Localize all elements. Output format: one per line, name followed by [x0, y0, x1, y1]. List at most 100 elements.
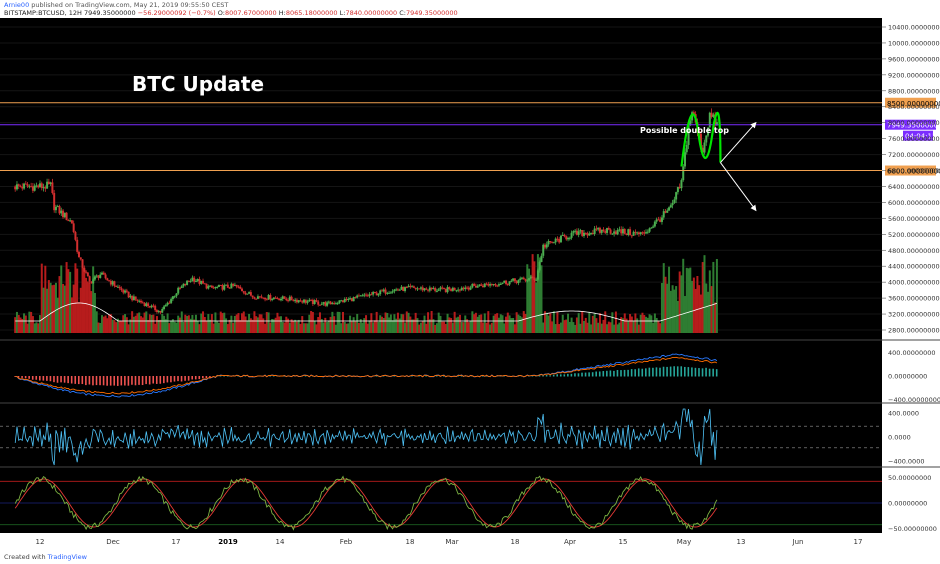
volume-bar — [297, 319, 300, 333]
price-tick-label: 10000.00000000 — [888, 39, 940, 47]
volume-bar — [419, 322, 422, 333]
macd-histogram-bar — [687, 367, 690, 377]
volume-bar — [687, 268, 690, 333]
volume-bar — [200, 313, 203, 333]
price-tick-label: 4800.00000000 — [888, 247, 940, 255]
candle-body — [26, 184, 29, 187]
volume-bar — [292, 320, 295, 333]
candle-body — [264, 297, 267, 300]
candle-body — [503, 280, 506, 283]
price-chart[interactable]: 8500.00000000 6800.00000000 7949.35000000 0… — [0, 18, 940, 550]
candle-body — [248, 292, 251, 294]
published-text: published on TradingView.com, May 21, 20… — [31, 1, 229, 9]
candle-body — [24, 183, 27, 185]
volume-bar — [643, 315, 646, 333]
volume-bar — [581, 311, 584, 333]
volume-bar — [533, 261, 536, 333]
candle-body — [253, 297, 256, 299]
volume-bar — [62, 283, 65, 333]
candle-body — [200, 280, 203, 284]
volume-bar — [623, 313, 626, 333]
volume-bar — [701, 262, 704, 333]
volume-bar — [411, 319, 414, 333]
volume-bar — [141, 317, 144, 333]
macd-histogram-bar — [99, 376, 101, 386]
tradingview-logo[interactable]: TradingView — [47, 553, 87, 561]
macd-histogram-bar — [531, 375, 534, 377]
volume-bar — [214, 312, 217, 333]
macd-histogram-bar — [124, 376, 126, 386]
volume-bar — [671, 285, 674, 333]
macd-histogram-bar — [152, 376, 155, 384]
volume-bar — [154, 323, 157, 333]
candle-body — [81, 259, 84, 268]
volume-bar — [242, 311, 245, 333]
volume-bar — [492, 315, 495, 333]
candle-body — [104, 274, 107, 279]
volume-bar — [15, 311, 18, 333]
candle-body — [655, 219, 658, 222]
candle-body — [349, 298, 352, 300]
candle-body — [478, 284, 481, 287]
candle-body — [63, 212, 66, 218]
candle-body — [439, 287, 442, 290]
volume-bar — [44, 265, 47, 333]
volume-bar — [453, 311, 456, 333]
volume-bar — [262, 318, 265, 333]
level-label-box — [885, 119, 936, 130]
volume-bar — [621, 318, 624, 333]
candle-body — [434, 288, 437, 291]
volume-bar — [386, 313, 389, 333]
candle-body — [329, 301, 332, 305]
price-tick-label: 8000.00000000 — [888, 119, 940, 127]
candle-body — [361, 295, 364, 297]
candle-body — [366, 295, 369, 297]
macd-histogram-bar — [116, 376, 119, 386]
macd-histogram-bar — [49, 376, 52, 382]
price-tick-label: 2800.00000000 — [888, 327, 940, 335]
candle-body — [455, 290, 458, 292]
volume-bar — [255, 316, 258, 333]
candle-body — [47, 181, 50, 184]
candle-body — [407, 285, 410, 288]
candle-body — [515, 281, 518, 284]
volume-bar — [249, 318, 252, 333]
candle-body — [519, 278, 522, 281]
price-tick-label: 9200.00000000 — [888, 71, 940, 79]
author-link[interactable]: Arnie00 — [4, 1, 30, 9]
candle-body — [630, 235, 633, 237]
close-value: 7949.35000000 — [405, 9, 458, 17]
candle-body — [212, 287, 215, 289]
candle-body — [699, 133, 702, 148]
candle-body — [494, 284, 497, 286]
volume-bar — [528, 268, 531, 333]
volume-bar — [54, 282, 57, 333]
volume-bar — [357, 322, 360, 333]
candle-body — [524, 279, 527, 281]
volume-bar — [148, 314, 151, 333]
volume-bar — [152, 314, 155, 333]
candle-body — [281, 296, 284, 299]
volume-bar — [14, 317, 17, 333]
price-tick-label: 5200.00000000 — [888, 231, 940, 239]
price-tick-label: 6000.00000000 — [888, 199, 940, 207]
candle-body — [710, 112, 713, 117]
macd-histogram-bar — [109, 376, 112, 386]
macd-histogram-bar — [655, 367, 658, 377]
candle-body — [613, 231, 616, 234]
volume-bar — [648, 314, 651, 333]
candle-body — [393, 289, 396, 292]
volume-bar — [113, 320, 116, 333]
candle-body — [600, 229, 603, 233]
candle-body — [505, 280, 508, 284]
volume-bar — [441, 321, 444, 333]
candle-body — [333, 303, 336, 305]
volume-bar — [597, 322, 600, 333]
candle-body — [538, 262, 541, 271]
candle-body — [395, 289, 398, 291]
volume-bar — [444, 323, 447, 333]
macd-histogram-bar — [676, 366, 679, 377]
time-tick-label: 15 — [619, 538, 628, 546]
volume-bar — [65, 262, 68, 333]
volume-bar — [632, 320, 635, 333]
